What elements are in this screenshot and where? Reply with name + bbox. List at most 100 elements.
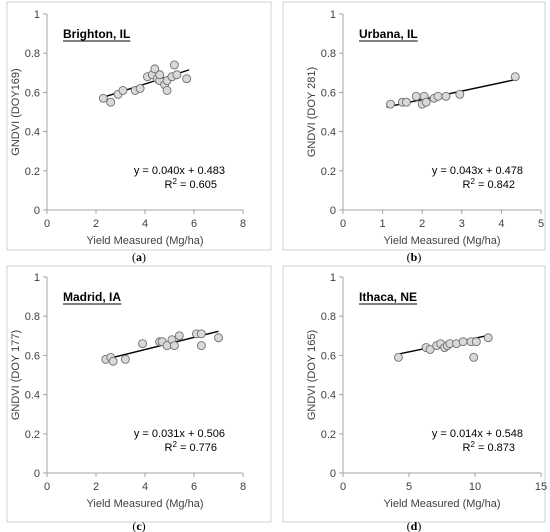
data-point (411, 91, 421, 101)
y-axis-label: GNDVI (DOY 281) (306, 67, 318, 157)
panel-a: 0 0.2 0.4 0.6 0.8 1 0 2 4 6 8 Yield Measured (Mg/ha… (6, 1, 272, 264)
y-tick-label: 0.8 (321, 48, 336, 60)
data-point (106, 97, 116, 107)
x-tick-label: 4 (142, 481, 148, 493)
data-point (174, 331, 184, 341)
y-tick-label: 0.4 (25, 127, 40, 139)
y-tick-label: 0.6 (321, 87, 336, 99)
data-point (155, 70, 165, 80)
data-point (196, 341, 206, 351)
panel-label: (a) (132, 250, 146, 264)
data-point (433, 91, 443, 101)
regression-equation: y = 0.043x + 0.478 (432, 165, 523, 177)
site-title: Brighton, IL (63, 27, 130, 41)
y-tick-label: 1 (330, 272, 336, 284)
regression-equation: y = 0.040x + 0.483 (134, 165, 225, 177)
data-point (135, 84, 145, 93)
y-axis-label: GNDVI (DOY169) (10, 68, 22, 155)
x-axis-label: Yield Measured (Mg/ha) (384, 498, 501, 510)
x-tick-label: 1 (380, 218, 386, 230)
chart-frame (282, 1, 546, 251)
r-squared: R2 = 0.873 (463, 440, 515, 454)
y-tick-label: 0.6 (321, 350, 336, 362)
data-point (108, 356, 118, 366)
panel-label: (c) (132, 519, 145, 532)
regression-equation: y = 0.014x + 0.548 (432, 428, 523, 440)
data-point (182, 74, 192, 84)
x-tick-label: 8 (240, 481, 246, 493)
data-point (118, 85, 128, 95)
y-tick-label: 0.8 (25, 48, 40, 60)
x-tick-label: 0 (44, 481, 50, 493)
data-point (162, 85, 172, 95)
y-tick-label: 0 (330, 468, 336, 480)
y-tick-label: 0 (330, 205, 336, 217)
data-point (150, 64, 160, 74)
data-point (441, 91, 451, 101)
data-point (196, 329, 206, 339)
data-point (386, 99, 395, 109)
data-point (98, 93, 108, 103)
x-tick-label: 15 (535, 481, 547, 493)
y-tick-label: 0 (34, 468, 40, 480)
data-point (483, 333, 493, 343)
data-point (458, 337, 468, 347)
data-point (401, 97, 411, 107)
y-tick-label: 1 (330, 9, 336, 21)
y-tick-label: 0.2 (321, 166, 336, 178)
regression-equation: y = 0.031x + 0.506 (134, 428, 225, 440)
x-tick-label: 5 (406, 481, 412, 493)
data-point (393, 352, 403, 362)
y-tick-label: 0 (34, 205, 40, 217)
data-point (214, 333, 223, 343)
x-tick-label: 5 (538, 218, 544, 230)
y-tick-label: 0.6 (25, 350, 40, 362)
x-tick-label: 4 (142, 218, 148, 230)
y-tick-label: 0.2 (25, 429, 40, 441)
x-tick-label: 4 (498, 218, 504, 230)
panel-label: (b) (407, 250, 422, 264)
x-tick-label: 2 (93, 218, 99, 230)
y-tick-label: 0.8 (25, 311, 40, 323)
site-title: Ithaca, NE (359, 290, 417, 304)
data-point (169, 60, 179, 70)
panel-c: 0 0.2 0.4 0.6 0.8 1 0 2 4 6 8 Yield Measured (Mg/ha… (6, 265, 272, 532)
y-tick-label: 0.6 (25, 87, 40, 99)
r-squared: R2 = 0.842 (463, 177, 515, 191)
x-tick-label: 0 (340, 481, 346, 493)
data-point (169, 341, 179, 351)
x-tick-label: 10 (469, 481, 481, 493)
x-tick-label: 0 (340, 218, 346, 230)
x-tick-label: 8 (240, 218, 246, 230)
y-tick-label: 0.2 (321, 429, 336, 441)
r-squared: R2 = 0.605 (165, 177, 217, 191)
x-tick-label: 6 (191, 481, 197, 493)
data-point (455, 89, 465, 99)
y-tick-label: 1 (34, 9, 40, 21)
x-axis-label: Yield Measured (Mg/ha) (87, 498, 204, 510)
y-tick-label: 0.8 (321, 311, 336, 323)
y-axis-label: GNDVI (DOY 165) (306, 330, 318, 420)
data-point (510, 72, 520, 82)
x-axis-label: Yield Measured (Mg/ha) (384, 235, 501, 247)
panel-b: 0 0.2 0.4 0.6 0.8 1 0 1 2 3 4 5 Yield Measured (Mg/h… (282, 1, 546, 264)
site-title: Urbana, IL (359, 27, 418, 41)
x-tick-label: 0 (44, 218, 50, 230)
chart-frame (282, 265, 546, 523)
site-title: Madrid, IA (63, 290, 121, 304)
y-tick-label: 1 (34, 272, 40, 284)
y-tick-label: 0.2 (25, 166, 40, 178)
x-tick-label: 3 (459, 218, 465, 230)
data-point (421, 97, 431, 107)
y-axis-label: GNDVI (DOY 177) (10, 330, 22, 420)
x-tick-label: 2 (419, 218, 425, 230)
panel-label: (d) (407, 519, 422, 532)
x-tick-label: 2 (93, 481, 99, 493)
data-point (172, 70, 182, 80)
r-squared: R2 = 0.776 (165, 440, 217, 454)
data-point (138, 339, 148, 349)
y-tick-label: 0.4 (25, 390, 40, 402)
data-point (469, 352, 479, 362)
